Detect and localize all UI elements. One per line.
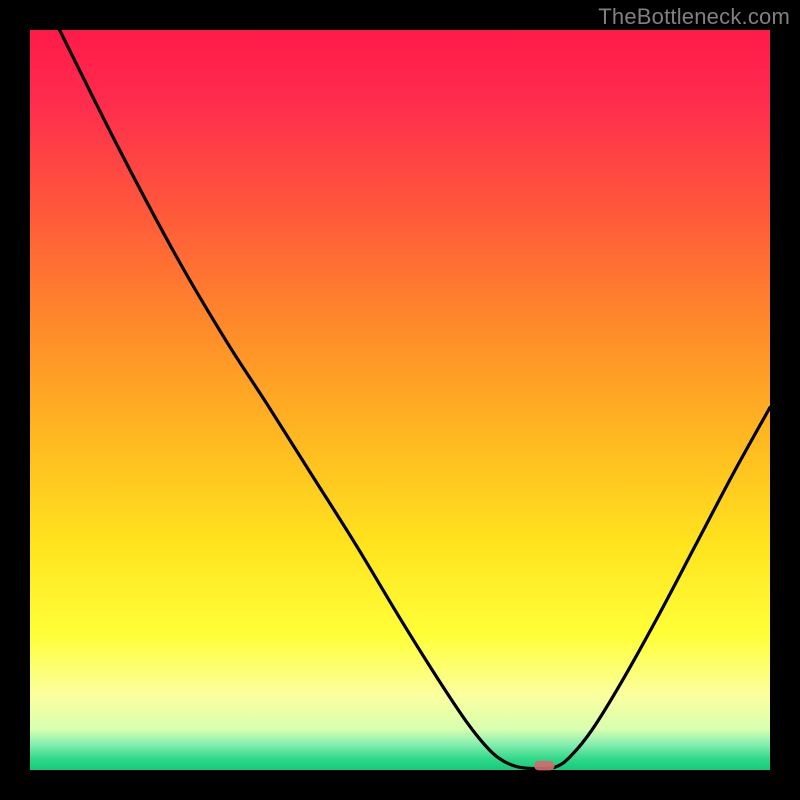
chart-container: TheBottleneck.com: [0, 0, 800, 800]
plot-area: [30, 30, 770, 770]
optimal-marker: [534, 761, 555, 771]
bottleneck-chart: [0, 0, 800, 800]
watermark-text: TheBottleneck.com: [598, 4, 790, 30]
